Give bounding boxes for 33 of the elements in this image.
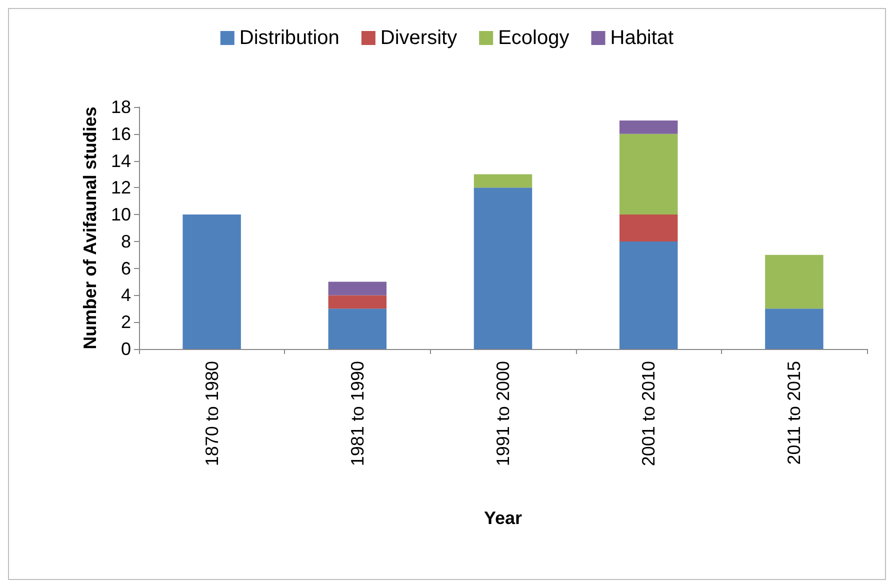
x-axis-title: Year	[484, 508, 522, 528]
y-tick-label: 8	[120, 231, 131, 252]
bar	[619, 134, 678, 215]
y-tick-label: 4	[120, 285, 131, 306]
bar	[328, 282, 387, 296]
bar	[474, 188, 532, 349]
legend-label: Diversity	[380, 27, 458, 49]
legend-label: Ecology	[498, 27, 570, 49]
y-tick-label: 10	[110, 204, 131, 225]
legend-label: Habitat	[610, 27, 674, 49]
bar	[619, 241, 678, 349]
bar	[619, 120, 678, 134]
y-tick-label: 18	[110, 97, 131, 117]
y-tick-label: 2	[120, 312, 131, 332]
bar	[765, 254, 824, 309]
bar	[328, 308, 387, 349]
x-tick-label: 1981 to 1990	[347, 361, 368, 466]
bar	[765, 308, 824, 349]
y-tick-label: 14	[110, 150, 131, 171]
bar	[328, 295, 387, 309]
bar	[182, 214, 241, 349]
x-tick-label: 1991 to 2000	[493, 361, 513, 466]
bar	[619, 214, 678, 242]
y-tick-label: 12	[110, 178, 131, 198]
y-tick-label: 16	[110, 124, 131, 144]
y-axis-title: Number of Avifaunal studies	[80, 106, 100, 350]
legend-label: Distribution	[239, 27, 340, 49]
y-tick-label: 6	[120, 258, 131, 278]
x-tick-label: 2011 to 2015	[784, 361, 804, 465]
bar	[474, 174, 532, 188]
x-tick-label: 1870 to 1980	[202, 361, 222, 466]
y-tick-label: 0	[120, 339, 131, 359]
x-tick-label: 2001 to 2010	[638, 361, 659, 466]
